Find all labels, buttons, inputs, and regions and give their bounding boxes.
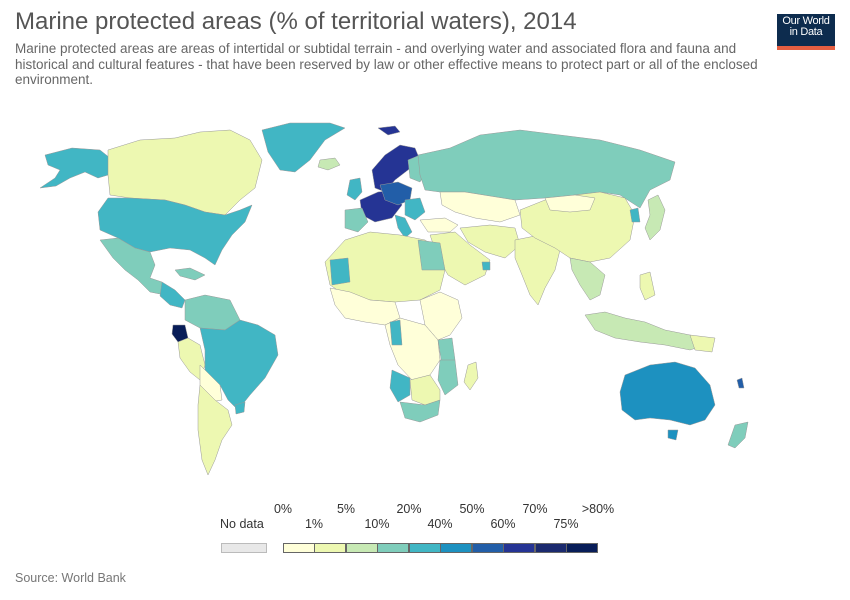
- region-south-africa: [399, 399, 441, 423]
- region-png: [689, 334, 716, 353]
- logo-line1: Our World: [782, 15, 830, 27]
- region-indonesia: [584, 311, 706, 351]
- region-australia: [619, 361, 716, 426]
- region-turkey: [419, 217, 459, 233]
- region-southern-africa: [409, 374, 441, 406]
- region-egypt: [417, 239, 446, 271]
- region-philippines: [639, 271, 656, 301]
- region-mauritania: [329, 257, 351, 286]
- region-iran: [459, 224, 521, 259]
- region-italy: [394, 214, 413, 239]
- region-tasmania: [667, 429, 679, 441]
- region-balkans: [404, 197, 426, 221]
- region-canada: [107, 129, 263, 216]
- region-argentina: [197, 384, 233, 476]
- chart-title: Marine protected areas (% of territorial…: [15, 8, 577, 35]
- region-se-asia: [569, 257, 606, 301]
- source-note: Source: World Bank: [15, 571, 126, 585]
- region-new-caledonia: [736, 377, 745, 389]
- chart-subtitle: Marine protected areas are areas of inte…: [15, 41, 758, 87]
- region-central-asia: [439, 191, 521, 223]
- region-china: [519, 191, 636, 263]
- region-congo: [389, 319, 403, 346]
- region-korea: [629, 207, 641, 223]
- region-mongolia: [544, 194, 596, 213]
- logo-line2: in Data: [789, 26, 823, 38]
- region-mozambique: [437, 359, 459, 396]
- region-spain: [344, 207, 369, 233]
- region-colombia-venezuela: [184, 294, 241, 331]
- region-central-america: [159, 281, 186, 309]
- region-caribbean: [174, 267, 206, 281]
- region-north-africa: [324, 231, 446, 303]
- region-uruguay: [234, 401, 246, 415]
- region-alaska: [39, 147, 111, 189]
- owid-logo[interactable]: Our World in Data: [777, 14, 835, 50]
- region-greenland: [261, 122, 346, 173]
- region-new-zealand: [727, 421, 749, 449]
- logo-accent-bar: [777, 46, 835, 50]
- region-madagascar: [463, 361, 479, 391]
- region-uk: [346, 177, 363, 201]
- region-iceland: [317, 157, 341, 171]
- region-uae: [481, 261, 491, 271]
- region-japan: [644, 194, 666, 241]
- region-svalbard: [377, 125, 401, 136]
- region-angola: [389, 369, 411, 403]
